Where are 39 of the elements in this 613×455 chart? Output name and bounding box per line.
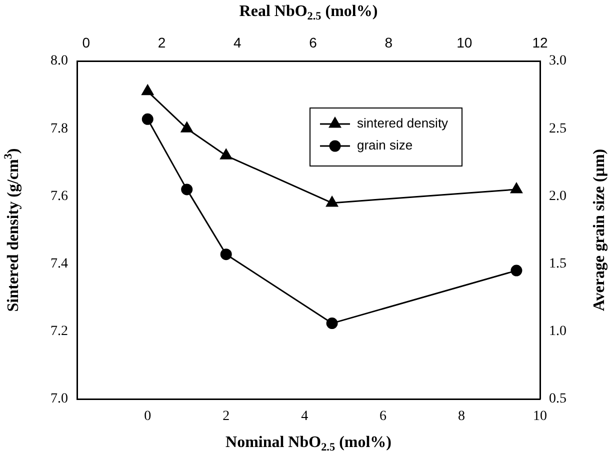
- x2-tick-label: 2: [158, 34, 166, 50]
- x-tick-label: 10: [533, 409, 547, 424]
- x2-tick-label: 4: [233, 34, 242, 50]
- y2-tick-label: 1.5: [549, 256, 566, 272]
- legend-label: grain size: [357, 138, 413, 153]
- y-tick-label: 7.2: [50, 324, 68, 340]
- point: [220, 248, 232, 260]
- y2-tick-label: 2.5: [549, 121, 566, 136]
- x-tick-label: 0: [144, 409, 152, 424]
- y-tick-label: 7.4: [50, 256, 68, 272]
- x2-tick-label: 12: [532, 34, 548, 50]
- y2-tick-label: 1.0: [549, 324, 566, 340]
- y-tick-label: 7.8: [50, 121, 68, 136]
- y-tick-label: 8.0: [50, 54, 68, 69]
- y2-tick-label: 3.0: [549, 54, 566, 69]
- point: [220, 148, 232, 160]
- x-tick-label: 8: [458, 409, 466, 424]
- point: [510, 264, 522, 276]
- point: [326, 196, 338, 207]
- point: [510, 182, 522, 194]
- legend-label: sintered density: [357, 116, 449, 131]
- y2-tick-label: 0.5: [549, 392, 566, 407]
- y-axis-title: Sintered density (g/cm3): [2, 148, 22, 312]
- x2-tick-label: 10: [456, 34, 472, 50]
- x-tick-label: 6: [380, 409, 387, 424]
- y-tick-label: 7.0: [50, 392, 68, 407]
- point: [181, 184, 193, 196]
- x-tick-label: 4: [301, 409, 308, 424]
- y-tick-label: 7.6: [50, 188, 68, 204]
- point: [326, 318, 338, 330]
- point: [180, 122, 193, 132]
- point: [142, 113, 154, 125]
- y2-axis-title: Average grain size (µm): [591, 148, 608, 312]
- x-tick-label: 2: [222, 409, 230, 424]
- x2-tick-label: 0: [82, 34, 90, 50]
- y2-tick-label: 2.0: [549, 188, 566, 204]
- point: [142, 84, 154, 96]
- x2-tick-label: 8: [384, 34, 393, 50]
- x2-tick-label: 6: [309, 34, 318, 50]
